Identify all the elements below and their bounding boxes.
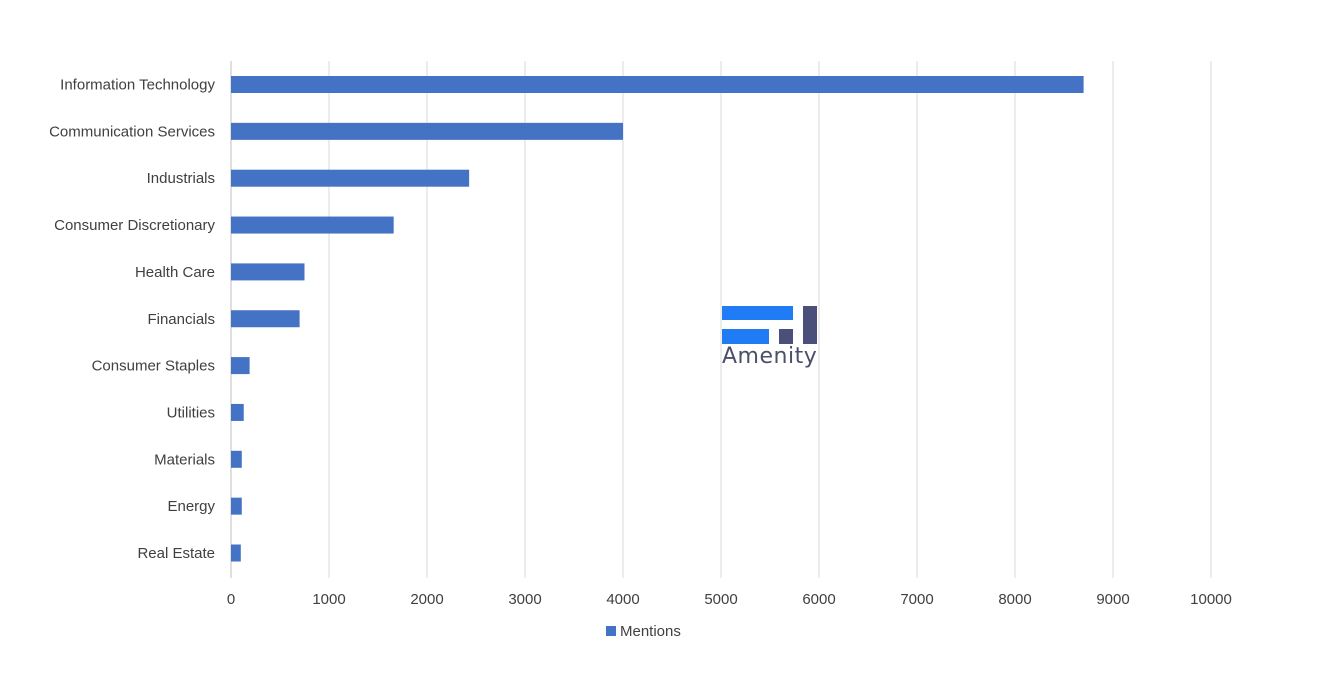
category-labels: Information Technology Communication Serv… (49, 77, 215, 563)
logo-bar-bottom (722, 329, 769, 344)
bar-communication-services (231, 122, 623, 140)
category-label: Industrials (147, 170, 215, 187)
bar-utilities (231, 403, 244, 421)
category-label: Financials (147, 311, 215, 328)
bars (231, 76, 1084, 562)
category-label: Consumer Discretionary (54, 217, 215, 234)
bar-industrials (231, 169, 470, 187)
x-tick-label: 6000 (802, 591, 835, 608)
bar-materials (231, 450, 242, 468)
gridlines (230, 61, 1212, 578)
x-tick-label: 5000 (704, 591, 737, 608)
bar-information-technology (231, 76, 1084, 93)
logo-pillar (803, 306, 817, 344)
x-tick-label: 9000 (1096, 591, 1129, 608)
x-tick-label: 10000 (1190, 591, 1232, 608)
x-tick-label: 4000 (606, 591, 639, 608)
category-label: Information Technology (60, 77, 215, 94)
x-tick-label: 8000 (998, 591, 1031, 608)
category-label: Energy (167, 498, 215, 515)
bar-energy (231, 497, 242, 515)
category-label: Utilities (167, 404, 215, 421)
bar-consumer-staples (231, 357, 250, 375)
amenity-logo-text: Amenity (722, 344, 818, 369)
category-label: Materials (154, 451, 215, 468)
category-label: Consumer Staples (92, 358, 215, 375)
amenity-logo: Amenity (722, 306, 822, 376)
x-tick-label: 2000 (410, 591, 443, 608)
bar-real-estate (231, 544, 241, 562)
bar-health-care (231, 263, 305, 281)
x-tick-label: 7000 (900, 591, 933, 608)
amenity-logo-mark (722, 306, 817, 344)
category-label: Health Care (135, 264, 215, 281)
legend-label-mentions: Mentions (620, 623, 681, 640)
legend-swatch-mentions (606, 626, 616, 636)
x-tick-label: 0 (227, 591, 235, 608)
logo-bar-top (722, 306, 793, 320)
x-tick-label: 3000 (508, 591, 541, 608)
x-tick-label: 1000 (312, 591, 345, 608)
bar-consumer-discretionary (231, 216, 394, 234)
x-tick-labels: 0 1000 2000 3000 4000 5000 6000 7000 8000 9000 100… (227, 591, 1232, 608)
category-label: Real Estate (137, 545, 215, 562)
legend: Mentions (606, 623, 681, 640)
bar-financials (231, 310, 300, 328)
logo-square (779, 329, 793, 344)
category-label: Communication Services (49, 123, 215, 140)
